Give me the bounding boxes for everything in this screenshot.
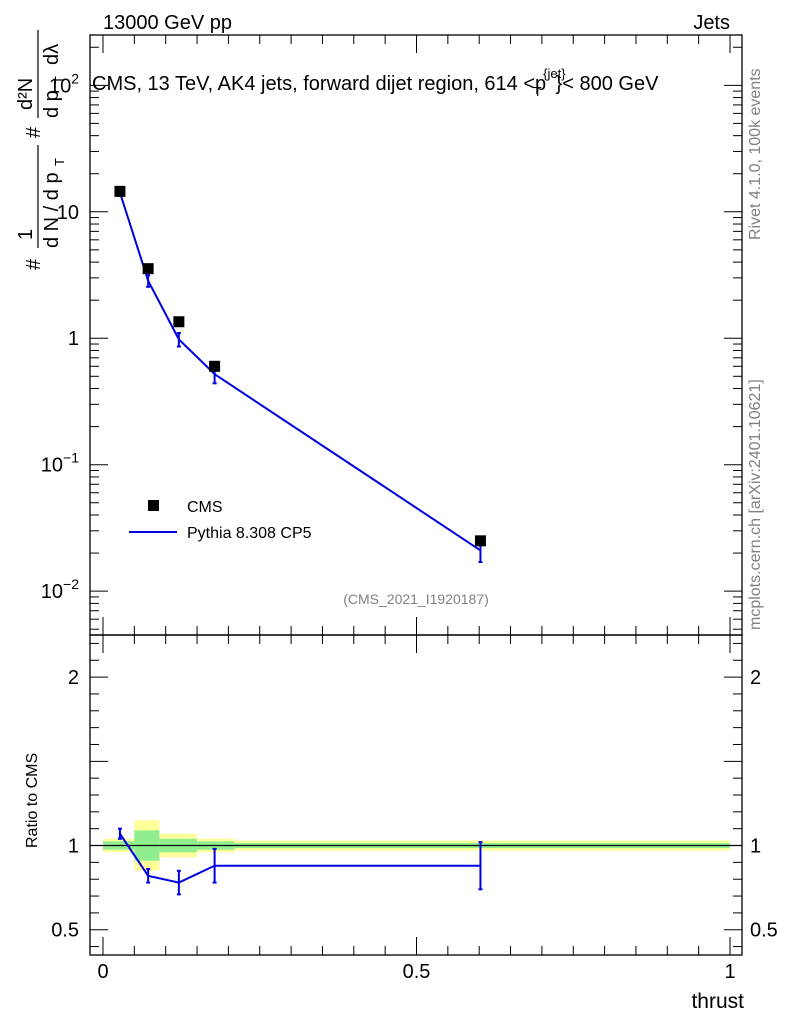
cms-data-point — [209, 360, 221, 372]
legend: CMS Pythia 8.308 CP5 — [129, 499, 312, 542]
svg-text:d p: d p — [41, 90, 63, 118]
ratio-tick-label-right: 2 — [750, 667, 761, 689]
ratio-tick-label-right: 0.5 — [750, 920, 778, 942]
ratio-tick-label: 0.5 — [51, 920, 79, 942]
energy-label: 13000 GeV pp — [103, 12, 232, 34]
plot-title: CMS, 13 TeV, AK4 jets, forward dijet reg… — [92, 66, 659, 99]
cms-data-point — [474, 535, 486, 547]
rivet-version-label: Rivet 4.1.0, 100k events — [747, 68, 764, 240]
y-tick-label: 1 — [68, 328, 79, 350]
x-tick-label: 0.5 — [403, 961, 431, 983]
cms-data-point — [114, 185, 126, 197]
process-label: Jets — [693, 12, 730, 34]
cms-data-point — [142, 263, 154, 275]
x-tick-label: 0 — [97, 961, 108, 983]
svg-text:#: # — [23, 126, 45, 138]
cms-data-point — [173, 316, 185, 328]
svg-text:1: 1 — [15, 229, 37, 240]
ratio-tick-label-right: 1 — [750, 836, 761, 858]
svg-text:d N / d p: d N / d p — [41, 172, 63, 248]
ratio-plot-frame — [89, 634, 743, 956]
mcplots-reference-label: mcplots.cern.ch [arXiv:2401.10621] — [747, 379, 764, 630]
svg-text:dλ: dλ — [41, 44, 63, 65]
ratio-y-axis-label: Ratio to CMS — [24, 753, 41, 848]
pythia-main-line — [118, 192, 482, 552]
ratio-tick-label: 2 — [68, 667, 79, 689]
svg-text:T: T — [52, 158, 67, 166]
x-tick-label: 1 — [724, 961, 735, 983]
legend-cms-label: CMS — [187, 499, 223, 516]
ratio-tick-label: 1 — [68, 836, 79, 858]
legend-pythia-label: Pythia 8.308 CP5 — [187, 525, 312, 542]
svg-text:#: # — [23, 258, 45, 270]
analysis-watermark: (CMS_2021_I1920187) — [343, 591, 489, 607]
x-axis-label: thrust — [691, 990, 744, 1013]
y-tick-label: 10−2 — [41, 576, 79, 603]
main-plot-frame — [89, 34, 743, 636]
legend-cms-marker — [148, 500, 159, 511]
main-y-axis-label: # 1 d N / d p T # d²N d p T dλ — [15, 30, 67, 270]
y-tick-label: 102 — [49, 70, 79, 97]
svg-text:T: T — [52, 76, 67, 84]
svg-text:d²N: d²N — [15, 78, 37, 110]
y-tick-label: 10−1 — [41, 450, 79, 477]
y-tick-label: 10 — [57, 202, 79, 224]
